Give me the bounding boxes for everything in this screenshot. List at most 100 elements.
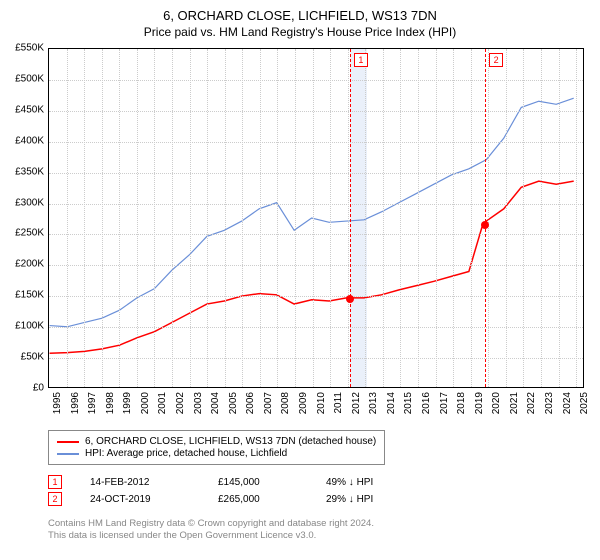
y-tick-label: £450K [4, 104, 44, 115]
x-tick-label: 2010 [316, 392, 327, 414]
gridline-h [49, 358, 583, 359]
x-tick-label: 2015 [403, 392, 414, 414]
y-tick-label: £100K [4, 321, 44, 332]
y-tick-label: £0 [4, 383, 44, 394]
gridline-v [119, 49, 120, 387]
gridline-v [260, 49, 261, 387]
x-tick-label: 2002 [175, 392, 186, 414]
gridline-v [506, 49, 507, 387]
sales-row: 2 24-OCT-2019 £265,000 29% ↓ HPI [48, 492, 426, 506]
gridline-v [137, 49, 138, 387]
event-marker [481, 221, 489, 229]
x-tick-label: 1995 [52, 392, 63, 414]
gridline-h [49, 327, 583, 328]
x-tick-label: 2021 [509, 392, 520, 414]
footer-line2: This data is licensed under the Open Gov… [48, 530, 374, 542]
gridline-v [172, 49, 173, 387]
y-tick-label: £400K [4, 135, 44, 146]
gridline-h [49, 142, 583, 143]
x-tick-label: 2009 [298, 392, 309, 414]
gridline-v [365, 49, 366, 387]
x-tick-label: 1999 [122, 392, 133, 414]
gridline-h [49, 80, 583, 81]
gridline-v [330, 49, 331, 387]
gridline-v [523, 49, 524, 387]
event-marker [346, 295, 354, 303]
event-badge: 2 [489, 53, 503, 67]
gridline-v [190, 49, 191, 387]
gridline-v [313, 49, 314, 387]
x-tick-label: 2025 [579, 392, 590, 414]
x-tick-label: 2018 [456, 392, 467, 414]
sale-price: £265,000 [218, 494, 298, 505]
chart-title: 6, ORCHARD CLOSE, LICHFIELD, WS13 7DN [0, 8, 600, 23]
line-layer [49, 49, 583, 387]
sale-ratio: 29% ↓ HPI [326, 494, 426, 505]
gridline-v [576, 49, 577, 387]
x-tick-label: 2014 [386, 392, 397, 414]
gridline-h [49, 173, 583, 174]
x-tick-label: 2023 [544, 392, 555, 414]
legend-item: HPI: Average price, detached house, Lich… [57, 448, 376, 459]
x-tick-label: 2001 [157, 392, 168, 414]
x-tick-label: 2020 [491, 392, 502, 414]
gridline-v [471, 49, 472, 387]
sale-price: £145,000 [218, 477, 298, 488]
title-block: 6, ORCHARD CLOSE, LICHFIELD, WS13 7DN Pr… [0, 0, 600, 41]
gridline-v [84, 49, 85, 387]
chart-container: 6, ORCHARD CLOSE, LICHFIELD, WS13 7DN Pr… [0, 0, 600, 560]
gridline-v [242, 49, 243, 387]
sales-row: 1 14-FEB-2012 £145,000 49% ↓ HPI [48, 475, 426, 489]
gridline-v [67, 49, 68, 387]
legend-swatch [57, 441, 79, 443]
event-line [350, 49, 351, 387]
gridline-v [207, 49, 208, 387]
gridline-v [277, 49, 278, 387]
gridline-v [348, 49, 349, 387]
x-tick-label: 2012 [351, 392, 362, 414]
y-tick-label: £550K [4, 43, 44, 54]
y-tick-label: £50K [4, 352, 44, 363]
x-tick-label: 2019 [474, 392, 485, 414]
legend-label: 6, ORCHARD CLOSE, LICHFIELD, WS13 7DN (d… [85, 436, 376, 447]
sale-badge: 2 [48, 492, 62, 506]
gridline-v [541, 49, 542, 387]
x-tick-label: 1996 [70, 392, 81, 414]
x-tick-label: 1998 [105, 392, 116, 414]
legend-label: HPI: Average price, detached house, Lich… [85, 448, 287, 459]
x-tick-label: 2000 [140, 392, 151, 414]
chart-subtitle: Price paid vs. HM Land Registry's House … [0, 25, 600, 39]
gridline-h [49, 111, 583, 112]
x-tick-label: 2008 [280, 392, 291, 414]
x-tick-label: 2006 [245, 392, 256, 414]
x-tick-label: 2022 [526, 392, 537, 414]
x-tick-label: 2003 [193, 392, 204, 414]
gridline-h [49, 265, 583, 266]
gridline-v [488, 49, 489, 387]
sale-date: 14-FEB-2012 [90, 477, 190, 488]
y-tick-label: £350K [4, 166, 44, 177]
x-tick-label: 2017 [439, 392, 450, 414]
x-tick-label: 2016 [421, 392, 432, 414]
y-tick-label: £200K [4, 259, 44, 270]
x-tick-label: 2004 [210, 392, 221, 414]
sales-table: 1 14-FEB-2012 £145,000 49% ↓ HPI 2 24-OC… [48, 472, 426, 509]
x-tick-label: 2011 [333, 392, 344, 414]
sale-ratio: 49% ↓ HPI [326, 477, 426, 488]
x-tick-label: 1997 [87, 392, 98, 414]
gridline-v [295, 49, 296, 387]
gridline-v [418, 49, 419, 387]
gridline-v [559, 49, 560, 387]
footer: Contains HM Land Registry data © Crown c… [48, 518, 374, 543]
legend-item: 6, ORCHARD CLOSE, LICHFIELD, WS13 7DN (d… [57, 436, 376, 447]
y-tick-label: £500K [4, 73, 44, 84]
gridline-v [453, 49, 454, 387]
x-tick-label: 2007 [263, 392, 274, 414]
y-tick-label: £300K [4, 197, 44, 208]
gridline-v [383, 49, 384, 387]
gridline-h [49, 234, 583, 235]
event-badge: 1 [354, 53, 368, 67]
gridline-v [400, 49, 401, 387]
x-tick-label: 2005 [228, 392, 239, 414]
gridline-v [436, 49, 437, 387]
